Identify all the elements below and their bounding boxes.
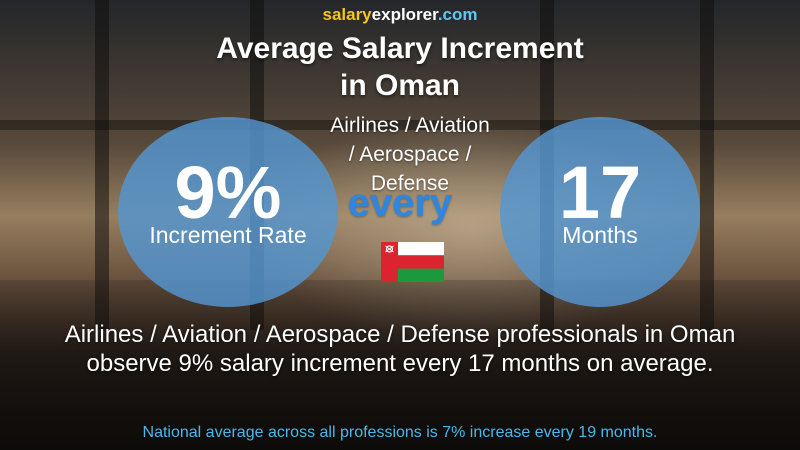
floor-background [0, 280, 800, 450]
brand-part-salary: salary [322, 5, 372, 24]
months-circle: 17 Months [500, 117, 700, 307]
summary-description: Airlines / Aviation / Aerospace / Defens… [64, 321, 736, 377]
oman-flag-icon [381, 242, 444, 282]
increment-rate-label: Increment Rate [149, 222, 307, 248]
national-average-note: National average across all professions … [142, 424, 658, 441]
window-frame [700, 0, 714, 330]
brand-part-explorer: explorer [371, 5, 438, 24]
window-rail [0, 120, 800, 130]
brand-part-domain: .com [437, 5, 478, 24]
title-line-1: Average Salary Increment [216, 32, 584, 65]
industry-subtitle: Airlines / Aviation / Aerospace / Defens… [310, 111, 510, 198]
subtitle-line-3: Defense [370, 172, 450, 195]
months-label: Months [562, 222, 638, 248]
subtitle-line-1: Airlines / Aviation [330, 114, 490, 137]
every-connector: every [347, 181, 453, 225]
title-line-2: in Oman [339, 69, 460, 102]
increment-rate-value: 9% [174, 151, 282, 234]
page-title: Average Salary Increment in Oman [150, 30, 650, 104]
months-value: 17 [558, 151, 642, 234]
subtitle-line-2: / Aerospace / [348, 143, 472, 166]
window-frame [95, 0, 109, 330]
increment-rate-circle: 9% Increment Rate [118, 117, 338, 307]
brand-logo[interactable]: salaryexplorer.com [0, 5, 800, 25]
